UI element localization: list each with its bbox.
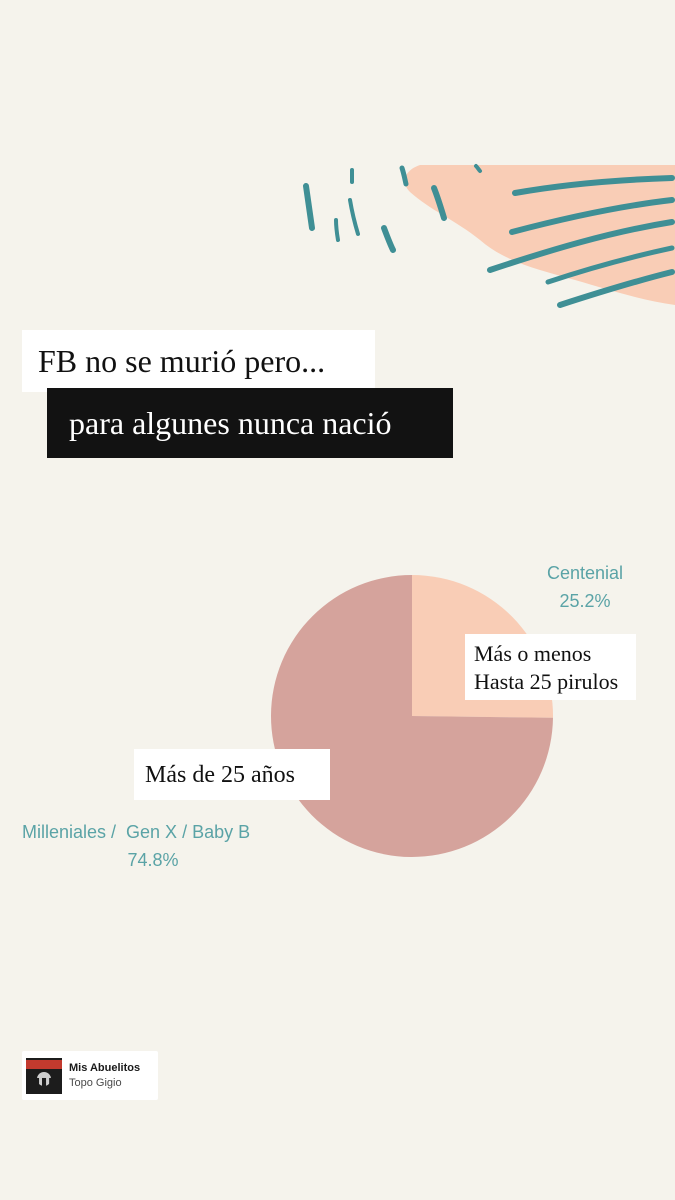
music-sticker[interactable]: ▮▮▮ Mis Abuelitos Topo Gigio: [22, 1051, 158, 1100]
note-young-age: Más o menos Hasta 25 pirulos: [465, 634, 636, 700]
equalizer-icon: ▮▮▮: [34, 1074, 56, 1088]
song-title: Mis Abuelitos: [69, 1061, 141, 1074]
slice-value-millenial: 74.8%: [127, 850, 179, 870]
album-art: ▮▮▮: [26, 1057, 62, 1094]
slice-label-centenial: Centenial 25.2%: [530, 559, 640, 615]
note-old-text: Más de 25 años: [145, 762, 295, 788]
story-caption-white: FB no se murió pero...: [22, 330, 375, 392]
pie-slice-millenial: [271, 575, 553, 858]
story-caption-black: para algunes nunca nació: [47, 388, 453, 458]
note-older-age: Más de 25 años: [134, 749, 330, 800]
caption-line-1: FB no se murió pero...: [38, 343, 326, 379]
song-artist: Topo Gigio: [69, 1076, 122, 1089]
note-young-line-2: Hasta 25 pirulos: [474, 669, 619, 694]
note-young-line-1: Más o menos: [474, 641, 592, 666]
caption-line-2: para algunes nunca nació: [69, 405, 392, 441]
slice-name-centenial: Centenial: [546, 563, 624, 583]
slice-name-millenial: Milleniales / Gen X / Baby B: [22, 822, 251, 842]
slice-value-centenial: 25.2%: [559, 591, 611, 611]
